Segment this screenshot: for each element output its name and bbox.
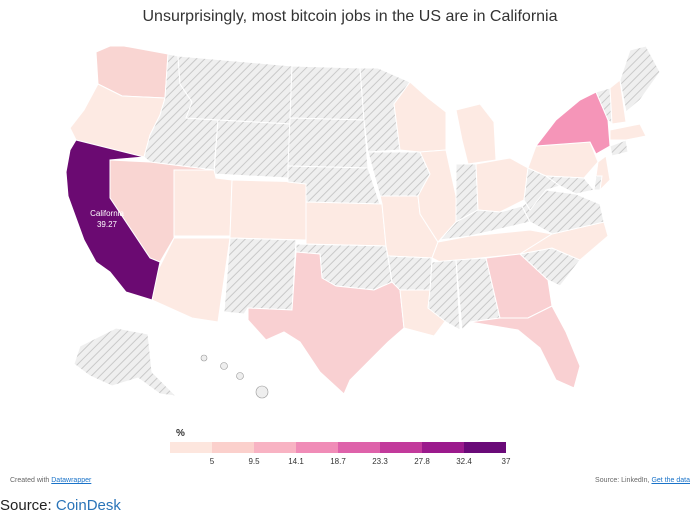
legend-tick-label: 32.4: [456, 457, 472, 466]
legend-swatch: [212, 442, 254, 453]
state-pennsylvania[interactable]: [527, 141, 599, 179]
state-hawaii-island-2[interactable]: [220, 362, 228, 370]
state-massachusetts[interactable]: [609, 123, 647, 141]
state-hawaii-island-3[interactable]: [236, 372, 244, 380]
legend-bar: [170, 442, 506, 453]
state-ohio[interactable]: [475, 157, 529, 213]
state-montana[interactable]: [177, 55, 293, 125]
legend-swatch: [464, 442, 506, 453]
california-label-value: 39.27: [97, 220, 118, 229]
state-hawaii-island-4[interactable]: [255, 385, 269, 399]
legend-tick-label: 37: [501, 457, 511, 466]
color-legend: % 5 9.5 14.1 18.7 23.3 27.8 32.4 37: [170, 428, 520, 468]
source-linkedin-text: Source: LinkedIn,: [595, 477, 652, 484]
state-new-hampshire[interactable]: [609, 79, 627, 125]
legend-tick-label: 23.3: [372, 457, 388, 466]
state-wyoming[interactable]: [213, 119, 291, 179]
legend-swatch: [422, 442, 464, 453]
state-new-mexico[interactable]: [223, 237, 297, 315]
created-with-text: Created with: [10, 477, 52, 484]
state-south-dakota[interactable]: [287, 117, 369, 169]
legend-tick-label: 9.5: [248, 457, 260, 466]
legend-swatch: [170, 442, 212, 453]
legend-swatch: [254, 442, 296, 453]
legend-tick-label: 27.8: [414, 457, 430, 466]
state-maryland[interactable]: [544, 175, 595, 195]
state-connecticut[interactable]: [609, 139, 629, 157]
state-arkansas[interactable]: [387, 255, 433, 291]
state-colorado[interactable]: [229, 179, 309, 241]
state-alaska[interactable]: [73, 327, 178, 397]
state-michigan[interactable]: [455, 103, 497, 165]
state-kansas[interactable]: [305, 201, 387, 247]
legend-tick-label: 5: [209, 457, 215, 466]
state-maine[interactable]: [619, 45, 661, 113]
datawrapper-link[interactable]: Datawrapper: [51, 477, 92, 484]
source-credit: Source: LinkedIn, Get the data: [595, 477, 690, 484]
image-source-caption: Source: CoinDesk: [0, 497, 121, 514]
source-prefix: Source:: [0, 497, 56, 514]
coindesk-link[interactable]: CoinDesk: [55, 497, 121, 514]
state-utah[interactable]: [173, 169, 233, 237]
california-label-name: California: [90, 209, 124, 218]
state-delaware[interactable]: [593, 175, 603, 191]
legend-ticks: 5 9.5 14.1 18.7 23.3 27.8 32.4 37: [170, 457, 520, 469]
map-card: Unsurprisingly, most bitcoin jobs in the…: [10, 8, 690, 484]
legend-tick-label: 14.1: [288, 457, 304, 466]
state-wisconsin[interactable]: [393, 81, 447, 153]
get-the-data-link[interactable]: Get the data: [651, 477, 690, 484]
legend-swatch: [338, 442, 380, 453]
us-choropleth-map: California 39.27: [65, 45, 661, 399]
legend-swatch: [296, 442, 338, 453]
map-title: Unsurprisingly, most bitcoin jobs in the…: [142, 8, 558, 25]
state-texas[interactable]: [247, 251, 405, 395]
state-florida[interactable]: [469, 305, 581, 389]
legend-tick-label: 18.7: [330, 457, 346, 466]
legend-unit: %: [176, 428, 185, 439]
created-with-credit: Created with Datawrapper: [10, 477, 91, 484]
state-iowa[interactable]: [367, 151, 431, 197]
legend-swatch: [380, 442, 422, 453]
state-california[interactable]: [65, 139, 161, 301]
state-hawaii-island-1[interactable]: [200, 354, 208, 362]
state-north-dakota[interactable]: [289, 65, 365, 121]
